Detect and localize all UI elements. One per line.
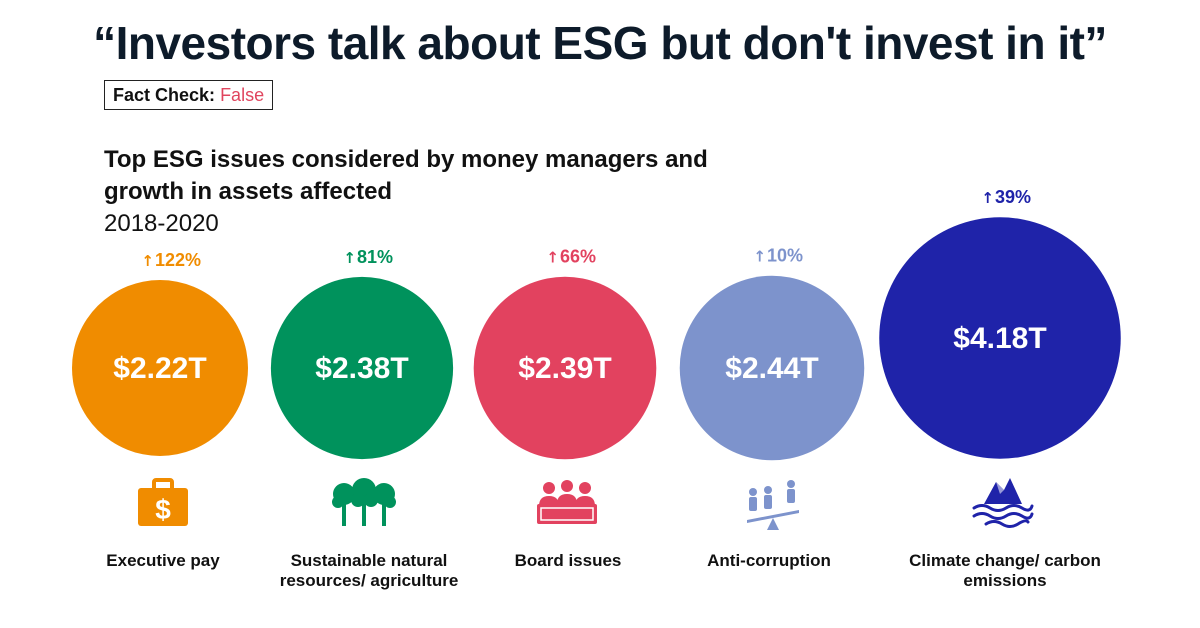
up-arrow-icon: ↑ [981, 189, 994, 207]
bubble-4 [879, 217, 1121, 459]
fact-check-label: Fact Check: [113, 85, 216, 105]
bubble-0 [72, 280, 248, 456]
growth-label: 81% [357, 247, 393, 267]
up-arrow-icon: ↑ [546, 249, 559, 267]
briefcase-dollar-icon: $ [138, 478, 188, 526]
value-label: $2.44T [725, 352, 818, 385]
bubble-2 [473, 276, 657, 460]
fact-check-badge: Fact Check: False [104, 80, 274, 110]
svg-text:$: $ [155, 494, 171, 525]
scale-people-icon [747, 480, 799, 530]
trees-icon [332, 478, 396, 526]
growth-label: 39% [995, 187, 1031, 207]
bubble-3 [679, 275, 865, 461]
chart-title: Top ESG issues considered by money manag… [104, 146, 708, 205]
category-label: Executive pay [106, 551, 220, 570]
category-label: Climate change/ carbon emissions [909, 551, 1101, 590]
value-label: $2.22T [113, 352, 206, 385]
value-label: $2.38T [315, 352, 408, 385]
bubble-1 [270, 276, 454, 460]
up-arrow-icon: ↑ [343, 249, 356, 267]
fact-check-value: False [220, 85, 265, 105]
value-label: $4.18T [953, 322, 1046, 355]
chart-subtitle: 2018-2020 [104, 210, 219, 237]
headline: “Investors talk about ESG but don't inve… [93, 17, 1107, 69]
board-members-icon [537, 480, 597, 524]
growth-label: 10% [767, 246, 803, 266]
up-arrow-icon: ↑ [141, 252, 154, 270]
value-label: $2.39T [518, 352, 611, 385]
growth-label: 122% [155, 250, 201, 270]
category-label: Sustainable natural resources/ agricultu… [279, 551, 459, 590]
up-arrow-icon: ↑ [753, 248, 766, 266]
growth-label: 66% [560, 247, 596, 267]
iceberg-waves-icon [972, 478, 1034, 528]
category-label: Board issues [514, 551, 622, 570]
category-label: Anti-corruption [707, 551, 831, 570]
